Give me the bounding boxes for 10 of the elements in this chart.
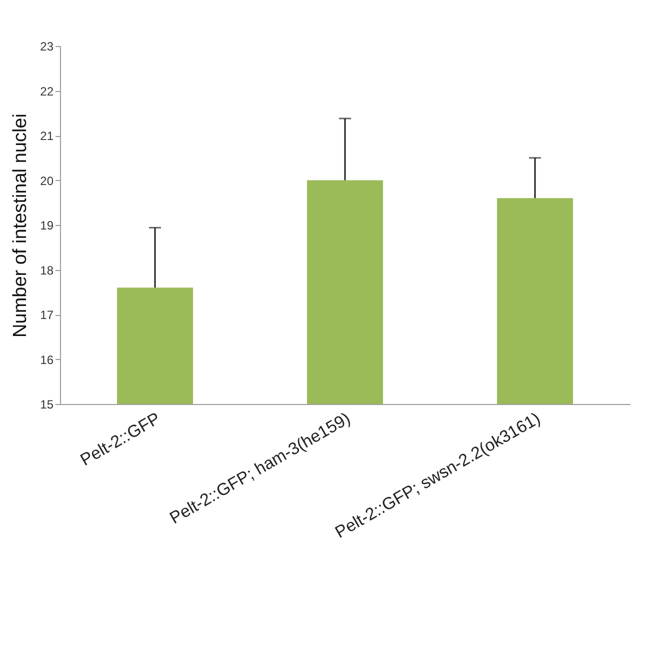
- y-tick-label: 15: [40, 398, 54, 412]
- y-tick-label: 22: [40, 84, 54, 98]
- y-axis-title: Number of intestinal nuclei: [10, 114, 32, 338]
- y-tick-label: 23: [40, 40, 54, 54]
- y-tick-label: 16: [40, 352, 54, 367]
- y-tick-label: 19: [40, 218, 54, 232]
- y-tick-label: 17: [40, 308, 54, 322]
- y-tick-label: 20: [40, 174, 54, 188]
- y-tick-label: 18: [40, 263, 54, 278]
- y-tick-label: 21: [40, 129, 54, 143]
